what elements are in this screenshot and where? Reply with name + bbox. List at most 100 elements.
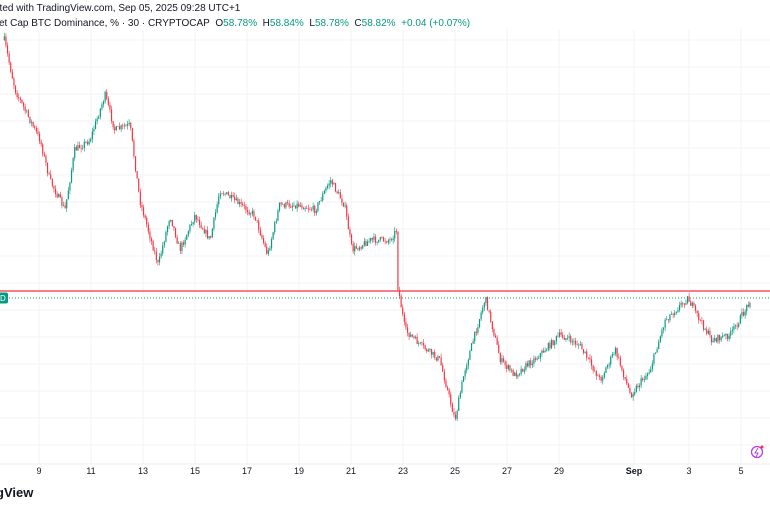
candle — [246, 206, 249, 216]
time-axis[interactable]: 9 11 13 15 17 19 21 23 25 27 29 Sep 3 5 — [36, 466, 743, 476]
candle — [19, 96, 21, 104]
candle — [331, 178, 333, 187]
candle — [146, 215, 148, 228]
candle — [469, 349, 471, 360]
candle — [192, 221, 194, 227]
candle — [286, 199, 289, 206]
candle — [262, 235, 265, 245]
candle — [152, 239, 154, 251]
candle — [120, 124, 122, 132]
candle — [347, 213, 349, 230]
candle — [86, 139, 89, 146]
candle — [555, 335, 557, 345]
candle — [230, 191, 233, 202]
candle — [490, 309, 492, 323]
candle — [355, 243, 357, 250]
candle — [107, 96, 109, 107]
candle — [483, 301, 485, 312]
candle — [608, 362, 610, 369]
candle — [570, 334, 572, 345]
candle — [722, 332, 724, 339]
candle — [294, 205, 297, 209]
candle — [518, 373, 521, 377]
candle — [256, 220, 258, 224]
candle — [506, 361, 508, 373]
candle — [157, 259, 159, 266]
candle — [190, 220, 193, 226]
candle — [21, 99, 23, 104]
candle — [525, 361, 527, 372]
candle — [670, 311, 673, 315]
candle — [211, 227, 213, 238]
high-value: 58.84% — [269, 18, 304, 29]
candle — [10, 61, 12, 74]
candle — [464, 368, 466, 380]
candle — [349, 226, 351, 238]
candle — [274, 220, 276, 235]
candle — [45, 154, 47, 166]
candle — [301, 202, 303, 211]
candle — [80, 144, 82, 153]
candle — [523, 366, 525, 375]
open-label: O — [215, 18, 224, 29]
candle — [579, 340, 581, 347]
candle — [485, 296, 487, 306]
candle — [34, 124, 36, 130]
lightning-icon[interactable] — [750, 445, 764, 459]
candle — [531, 360, 533, 369]
candle — [621, 365, 623, 372]
candle — [672, 312, 674, 319]
candle — [741, 308, 743, 319]
candle — [499, 352, 501, 365]
candle — [552, 339, 554, 346]
candle — [259, 226, 261, 237]
candle — [568, 332, 570, 342]
candle — [434, 349, 436, 360]
candle — [739, 313, 741, 324]
candle — [669, 313, 671, 323]
candle — [314, 204, 316, 217]
time-tick: 17 — [242, 466, 252, 476]
candle — [554, 340, 556, 349]
candle — [336, 190, 338, 195]
candle — [456, 409, 458, 422]
candle — [730, 327, 732, 339]
candle — [515, 369, 517, 380]
candle — [400, 293, 402, 308]
candle — [454, 411, 457, 421]
candle — [581, 342, 583, 350]
candle — [677, 307, 679, 313]
candle — [269, 245, 271, 252]
candle — [51, 178, 53, 188]
candle — [296, 200, 298, 213]
candle — [235, 194, 237, 201]
candle — [339, 189, 341, 199]
candle — [38, 131, 41, 144]
candle — [582, 348, 585, 355]
candle — [477, 324, 479, 335]
candle — [61, 195, 63, 209]
candle — [510, 368, 513, 373]
candle — [130, 122, 132, 131]
candle — [429, 348, 431, 353]
candle — [738, 322, 740, 329]
candle — [478, 318, 481, 329]
candle — [686, 295, 689, 305]
candle — [501, 354, 503, 365]
candle — [75, 144, 77, 151]
candle — [149, 228, 151, 243]
candle — [54, 185, 57, 198]
candle — [528, 360, 530, 369]
candle — [594, 366, 596, 372]
candle — [578, 343, 580, 349]
candle — [459, 390, 461, 400]
candle — [658, 339, 660, 350]
candle — [150, 236, 153, 245]
candle — [744, 309, 746, 319]
candle — [701, 317, 703, 325]
candle — [309, 206, 311, 211]
price-chart[interactable]: D 9 11 13 15 17 19 21 23 25 27 29 Sep 3 5 — [0, 0, 770, 480]
candle — [643, 375, 645, 383]
candle — [517, 374, 519, 379]
candle — [338, 189, 340, 195]
